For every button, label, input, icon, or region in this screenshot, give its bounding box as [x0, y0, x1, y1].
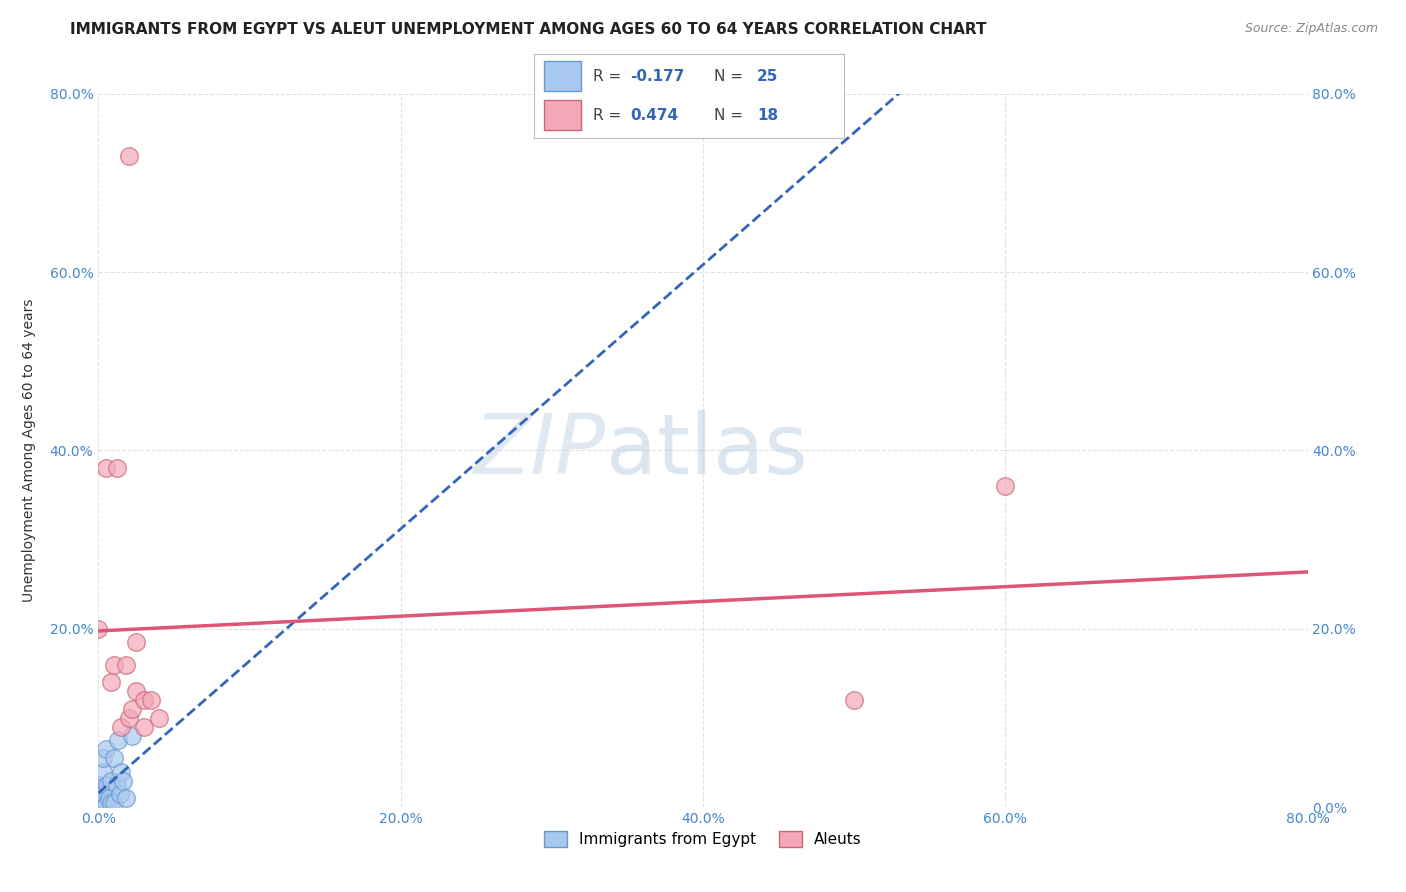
Text: atlas: atlas: [606, 410, 808, 491]
Point: [114, 791, 136, 805]
Point: [98, 791, 121, 805]
FancyBboxPatch shape: [544, 62, 581, 91]
Text: 18: 18: [756, 108, 778, 123]
Point: [105, 461, 128, 475]
Point: [111, 773, 134, 788]
Point: [108, 787, 131, 801]
Text: Source: ZipAtlas.com: Source: ZipAtlas.com: [1244, 22, 1378, 36]
Point: [87, 778, 110, 792]
Text: 0.474: 0.474: [630, 108, 678, 123]
Point: [87, 791, 110, 805]
Point: [103, 657, 125, 672]
Point: [91, 751, 114, 765]
Y-axis label: Unemployment Among Ages 60 to 64 years: Unemployment Among Ages 60 to 64 years: [22, 299, 35, 602]
Text: -0.177: -0.177: [630, 69, 685, 84]
Point: [100, 675, 122, 690]
Point: [141, 693, 163, 707]
Text: ZIP: ZIP: [474, 410, 606, 491]
Point: [96, 778, 118, 792]
Point: [121, 702, 143, 716]
FancyBboxPatch shape: [544, 100, 581, 130]
Point: [132, 720, 155, 734]
Point: [110, 764, 132, 779]
Point: [103, 751, 125, 765]
Point: [100, 796, 122, 810]
Point: [87, 787, 110, 801]
Text: N =: N =: [714, 69, 748, 84]
Text: R =: R =: [593, 69, 626, 84]
Point: [93, 787, 115, 801]
Text: N =: N =: [714, 108, 748, 123]
Point: [91, 764, 114, 779]
Point: [103, 796, 125, 810]
Point: [87, 782, 110, 797]
Point: [125, 635, 148, 649]
Point: [118, 711, 141, 725]
Text: R =: R =: [593, 108, 626, 123]
Text: 25: 25: [756, 69, 779, 84]
Point: [148, 711, 170, 725]
Point: [87, 622, 110, 636]
Point: [994, 479, 1017, 493]
Point: [118, 149, 141, 163]
Point: [114, 657, 136, 672]
Point: [94, 797, 117, 812]
Point: [87, 796, 110, 810]
Point: [110, 720, 132, 734]
Point: [87, 796, 110, 810]
Point: [105, 778, 128, 792]
Point: [100, 773, 122, 788]
Text: IMMIGRANTS FROM EGYPT VS ALEUT UNEMPLOYMENT AMONG AGES 60 TO 64 YEARS CORRELATIO: IMMIGRANTS FROM EGYPT VS ALEUT UNEMPLOYM…: [70, 22, 987, 37]
Point: [94, 461, 117, 475]
Point: [94, 742, 117, 756]
Point: [125, 684, 148, 698]
Point: [132, 693, 155, 707]
Legend: Immigrants from Egypt, Aleuts: Immigrants from Egypt, Aleuts: [538, 825, 868, 853]
Point: [107, 733, 129, 747]
Point: [121, 729, 143, 743]
Point: [844, 693, 866, 707]
Point: [90, 796, 112, 810]
